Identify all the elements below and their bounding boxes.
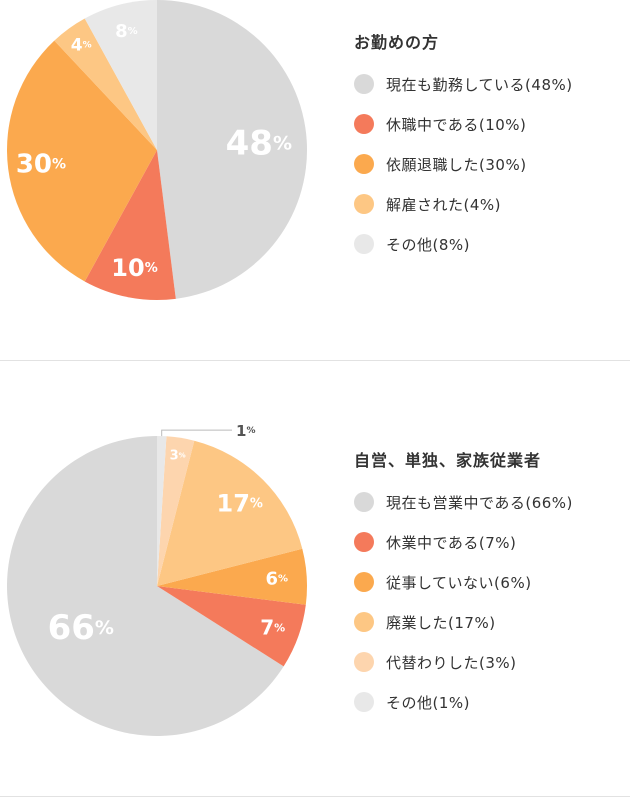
- legend-swatch: [354, 234, 374, 254]
- pie-slice: [157, 548, 308, 605]
- legend-item: その他(8%): [354, 234, 573, 254]
- pie-slice: [84, 150, 176, 301]
- slice-value-label: 1%: [236, 422, 255, 440]
- legend-item: その他(1%): [354, 692, 573, 712]
- legend-label: その他(1%): [386, 693, 471, 712]
- legend-label: 従事していない(6%): [386, 573, 532, 592]
- slice-value-label: 8%: [115, 20, 138, 41]
- slice-value-label: 17%: [217, 489, 263, 517]
- legend-item: 現在も営業中である(66%): [354, 492, 573, 512]
- slice-value-label: 30%: [16, 150, 66, 180]
- slice-value-label: 48%: [226, 124, 292, 164]
- legend-label: 現在も勤務している(48%): [386, 75, 573, 94]
- section-divider: [0, 796, 630, 797]
- legend-label: 代替わりした(3%): [386, 653, 517, 672]
- pie-slice: [157, 440, 303, 586]
- legend-swatch: [354, 572, 374, 592]
- legend-1: お勤めの方 現在も勤務している(48%) 休職中である(10%) 依願退職した(30…: [354, 32, 573, 274]
- legend-swatch: [354, 652, 374, 672]
- chart-panel-2: 66% 7% 6% 17% 3% 1% 自営、単独、家族従業者 現在も営業中である(66%…: [0, 362, 630, 796]
- slice-value-label: 3%: [170, 448, 186, 463]
- legend-item: 休職中である(10%): [354, 114, 573, 134]
- legend-label: 解雇された(4%): [386, 195, 502, 214]
- legend-label: 休業中である(7%): [386, 533, 517, 552]
- chart-title: 自営、単独、家族従業者: [354, 451, 542, 470]
- legend-label: 休職中である(10%): [386, 115, 527, 134]
- pie-chart-2: 66% 7% 6% 17% 3% 1%: [6, 422, 308, 736]
- legend-item: 廃業した(17%): [354, 612, 573, 632]
- pie-slice: [84, 0, 157, 150]
- legend-label: 廃業した(17%): [386, 613, 496, 632]
- slice-value-label: 6%: [265, 568, 288, 589]
- legend-item: 従事していない(6%): [354, 572, 573, 592]
- chart-title: お勤めの方: [354, 33, 440, 52]
- pie-slice: [6, 40, 158, 282]
- legend-swatch: [354, 194, 374, 214]
- pie-slice: [54, 18, 157, 150]
- legend-item: 解雇された(4%): [354, 194, 573, 214]
- legend-label: その他(8%): [386, 235, 471, 254]
- legend-swatch: [354, 492, 374, 512]
- legend-swatch: [354, 114, 374, 134]
- legend-2: 自営、単独、家族従業者 現在も営業中である(66%) 休業中である(7%) 従事して…: [354, 450, 573, 732]
- leader-line: [161, 429, 232, 437]
- legend-swatch: [354, 532, 374, 552]
- legend-label: 現在も営業中である(66%): [386, 493, 573, 512]
- legend-item: 現在も勤務している(48%): [354, 74, 573, 94]
- pie-slice: [157, 0, 307, 299]
- chart-panel-1: 48% 10% 30% 4% 8% お勤めの方 現在も勤務している(48%) 休職中である…: [0, 0, 630, 360]
- legend-swatch: [354, 692, 374, 712]
- section-divider: [0, 360, 630, 361]
- slice-value-label: 66%: [48, 608, 114, 648]
- slice-value-label: 4%: [71, 36, 92, 56]
- pie-slice: [157, 436, 195, 586]
- legend-item: 代替わりした(3%): [354, 652, 573, 672]
- legend-label: 依願退職した(30%): [386, 155, 527, 174]
- legend-item: 依願退職した(30%): [354, 154, 573, 174]
- legend-item: 休業中である(7%): [354, 532, 573, 552]
- legend-swatch: [354, 612, 374, 632]
- slice-value-label: 10%: [111, 254, 157, 282]
- pie-slice: [157, 436, 167, 586]
- legend-swatch: [354, 154, 374, 174]
- legend-swatch: [354, 74, 374, 94]
- pie-chart-1: 48% 10% 30% 4% 8%: [6, 0, 307, 301]
- pie-slice: [157, 586, 306, 667]
- pie-slice: [6, 436, 284, 736]
- slice-value-label: 7%: [260, 616, 285, 640]
